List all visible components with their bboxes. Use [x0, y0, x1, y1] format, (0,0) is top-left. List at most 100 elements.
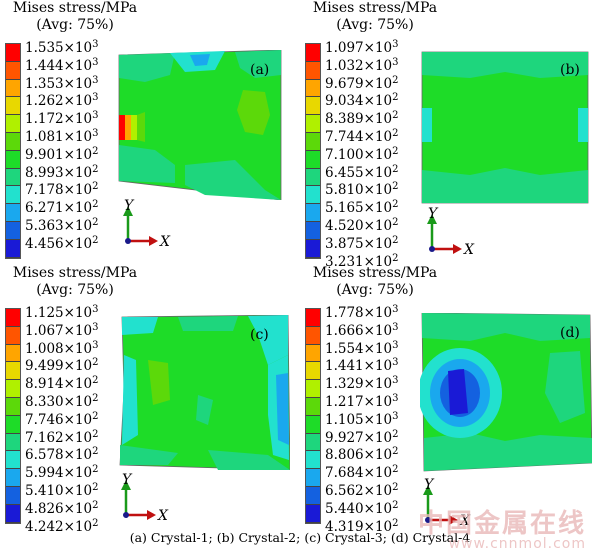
legend-title-line1: Mises stress/MPa: [312, 0, 438, 16]
legend-swatch: [306, 433, 320, 452]
axis-triad: Y X: [121, 472, 169, 524]
legend-swatch: [306, 79, 320, 98]
legend-swatch: [6, 239, 20, 258]
legend-swatch: [306, 186, 320, 205]
legend-tick-label: 8.330×102: [25, 392, 99, 410]
legend-tick-label: 5.994×102: [25, 464, 99, 482]
axis-triad: Y X: [123, 198, 171, 250]
legend-swatch: [306, 115, 320, 133]
legend-swatch: [306, 380, 320, 398]
legend-title: Mises stress/MPa (Avg: 75%): [300, 0, 450, 34]
legend-title-line2: (Avg: 75%): [36, 17, 114, 33]
panel-label: (a): [250, 62, 269, 78]
legend-swatch: [6, 469, 20, 487]
legend-tick-label: 4.520×102: [325, 216, 399, 234]
stress-contour-plot: (b): [421, 51, 589, 204]
legend-swatch: [6, 504, 20, 523]
legend-title: Mises stress/MPa (Avg: 75%): [0, 265, 150, 299]
legend-swatch: [6, 433, 20, 452]
legend-swatch: [306, 397, 320, 416]
legend-ticks: 1.778×103 1.666×103 1.554×103 1.441×103 1.32…: [325, 301, 399, 535]
legend-swatch: [306, 150, 320, 169]
legend-tick-label: 7.746×102: [25, 410, 99, 428]
legend-tick-label: 1.008×103: [25, 339, 99, 357]
legend-tick-label: 9.927×102: [325, 428, 399, 446]
legend-tick-label: 8.806×102: [325, 446, 399, 464]
legend-title-line1: Mises stress/MPa: [12, 265, 138, 281]
legend-swatch: [6, 415, 20, 434]
legend-tick-label: 9.499×102: [25, 357, 99, 375]
legend-tick-label: 1.125×103: [25, 304, 99, 321]
watermark: 中国金属在线 www.cnnmol.com: [418, 503, 586, 552]
legend-swatch: [6, 115, 20, 133]
legend-swatch: [6, 79, 20, 98]
axis-triad: Y X: [427, 206, 475, 258]
legend-tick-label: 7.178×102: [25, 181, 99, 199]
watermark-text: 中国金属在线: [417, 509, 586, 539]
legend-tick-label: 7.684×102: [325, 464, 399, 482]
legend-color-bar: [5, 308, 21, 524]
legend-swatch: [6, 397, 20, 416]
legend-swatch: [6, 326, 20, 345]
legend-swatch: [6, 168, 20, 187]
legend-swatch: [6, 344, 20, 363]
legend-tick-label: 5.363×102: [25, 216, 99, 234]
legend-swatch: [306, 239, 320, 258]
legend-tick-label: 6.271×102: [25, 199, 99, 217]
legend-swatch: [6, 380, 20, 398]
legend-tick-label: 9.034×102: [325, 92, 399, 110]
legend-swatch: [6, 486, 20, 505]
panel-b: Mises stress/MPa (Avg: 75%) 1.097×103 1.0…: [300, 0, 600, 270]
legend-tick-label: 6.455×102: [325, 163, 399, 181]
axis-y-label: Y: [424, 477, 435, 493]
legend-tick-label: 4.319×102: [325, 517, 399, 535]
legend-title: Mises stress/MPa (Avg: 75%): [300, 265, 450, 299]
panel-label: (c): [250, 327, 269, 343]
legend-swatch: [6, 221, 20, 240]
legend-tick-label: 1.081×103: [25, 127, 99, 145]
legend-tick-label: 1.097×103: [325, 39, 399, 56]
legend-tick-label: 8.993×102: [25, 163, 99, 181]
legend-tick-label: 1.032×103: [325, 56, 399, 74]
legend-swatch: [306, 486, 320, 505]
legend-tick-label: 7.744×102: [325, 127, 399, 145]
legend-swatch: [6, 150, 20, 169]
legend-tick-label: 1.778×103: [325, 304, 399, 321]
stress-contour-plot: (a): [118, 50, 282, 200]
legend-swatch: [6, 132, 20, 151]
axis-y-label: Y: [122, 472, 133, 488]
legend-tick-label: 1.441×103: [325, 357, 399, 375]
legend-swatch: [6, 61, 20, 80]
legend-tick-label: 5.165×102: [325, 199, 399, 217]
panel-c: Mises stress/MPa (Avg: 75%) 1.125×103 1.0…: [0, 265, 300, 535]
legend-swatch: [306, 451, 320, 470]
legend-tick-label: 1.217×103: [325, 392, 399, 410]
watermark-url: www.cnnmol.com: [448, 536, 586, 552]
legend-tick-label: 3.231×102: [325, 252, 399, 270]
legend-swatch: [306, 326, 320, 345]
legend-title-line2: (Avg: 75%): [336, 17, 414, 33]
legend-ticks: 1.125×103 1.067×103 1.008×103 9.499×102 8.91…: [25, 301, 99, 535]
axis-x-label: X: [459, 513, 471, 529]
legend-swatch: [6, 362, 20, 381]
legend-title-line1: Mises stress/MPa: [312, 265, 438, 281]
legend-tick-label: 1.172×103: [25, 110, 99, 128]
legend-tick-label: 1.666×103: [325, 321, 399, 339]
legend-swatch: [306, 309, 320, 327]
legend-swatch: [306, 344, 320, 363]
legend-tick-label: 1.262×103: [25, 92, 99, 110]
legend-title: Mises stress/MPa (Avg: 75%): [0, 0, 150, 34]
legend-tick-label: 5.810×102: [325, 181, 399, 199]
axis-y-label: Y: [124, 198, 135, 214]
legend-swatch: [6, 44, 20, 62]
panel-d: Mises stress/MPa (Avg: 75%) 1.778×103 1.6…: [300, 265, 600, 535]
legend-swatch: [306, 44, 320, 62]
legend-swatch: [6, 204, 20, 222]
legend-tick-label: 1.353×103: [25, 74, 99, 92]
stress-contour-plot: (d): [420, 313, 592, 472]
legend-tick-label: 1.067×103: [25, 321, 99, 339]
legend-tick-label: 5.440×102: [325, 499, 399, 517]
legend-swatch: [306, 168, 320, 187]
legend-color-bar: [5, 43, 21, 259]
legend-tick-label: 9.679×102: [325, 74, 399, 92]
